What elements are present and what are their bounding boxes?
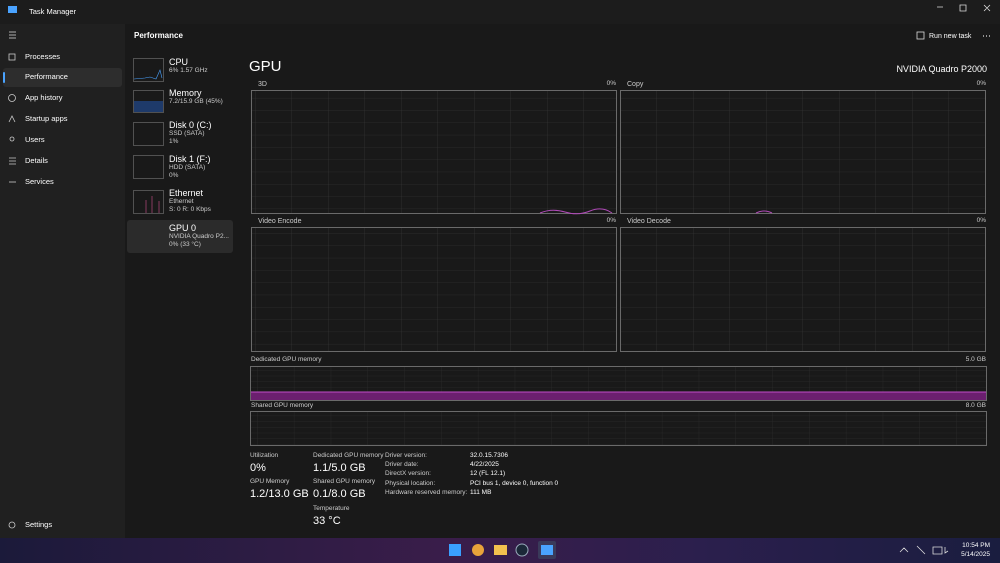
property-label: DirectX version: (385, 470, 431, 478)
memory-graph-label: Shared GPU memory (251, 401, 314, 409)
engine-value: 0% (976, 79, 986, 87)
property-label: Hardware reserved memory: (385, 488, 468, 496)
stat-value: 33 °C (313, 514, 341, 527)
property-value: PCI bus 1, device 0, function 0 (470, 479, 559, 487)
taskbar (0, 538, 1000, 563)
device-selected[interactable] (127, 220, 233, 253)
property-label: Driver version: (385, 451, 427, 459)
clock-time: 10:54 PM (962, 541, 990, 549)
memory-graph-label: Dedicated GPU memory (251, 355, 322, 363)
window-title: Task Manager (29, 7, 77, 17)
sidebar (0, 24, 125, 538)
device-detail: NVIDIA Quadro P2... (169, 232, 229, 240)
device-name[interactable]: Disk 1 (F:) (169, 153, 211, 164)
memory-graph-max: 5.0 GB (965, 355, 986, 363)
property-value: 4/22/2025 (470, 461, 499, 469)
content-pane (125, 24, 1000, 538)
memory-graph-max: 8.0 GB (965, 401, 986, 409)
device-detail: S: 0 R: 0 Kbps (169, 205, 211, 213)
stat-label: Utilization (250, 451, 279, 459)
device-detail: SSD (SATA) (169, 129, 205, 137)
stat-value: 1.1/5.0 GB (313, 461, 366, 474)
nav-item[interactable]: Processes (25, 52, 61, 62)
clock-date: 5/14/2025 (961, 550, 990, 558)
stat-label: GPU Memory (250, 477, 290, 485)
device-detail: Ethernet (169, 197, 194, 205)
property-label: Driver date: (385, 461, 419, 469)
nav-item[interactable]: Performance (25, 72, 68, 82)
run-new-task[interactable]: Run new task (929, 32, 972, 40)
device-detail: 0% (169, 171, 179, 179)
nav-accent (3, 72, 5, 83)
property-value: 32.0.15.7306 (470, 451, 508, 459)
engine-label[interactable]: 3D (258, 80, 267, 88)
engine-label[interactable]: Video Encode (258, 217, 302, 225)
device-name[interactable]: Memory (169, 87, 202, 98)
stat-label: Shared GPU memory (313, 477, 376, 485)
nav-item[interactable]: App history (25, 93, 63, 103)
stat-value: 0.1/8.0 GB (313, 487, 366, 500)
engine-value: 0% (976, 216, 986, 224)
stat-label: Dedicated GPU memory (313, 451, 384, 459)
device-detail: 7.2/15.9 GB (45%) (169, 97, 223, 105)
device-name[interactable]: GPU 0 (169, 222, 197, 233)
property-label: Physical location: (385, 479, 436, 487)
nav-item[interactable]: Services (25, 177, 54, 187)
engine-label[interactable]: Copy (627, 80, 644, 88)
nav-item[interactable]: Users (25, 135, 45, 145)
gpu-title: GPU (249, 57, 282, 75)
stat-label: Temperature (313, 504, 350, 512)
page-title: Performance (134, 31, 183, 40)
stat-value: 1.2/13.0 GB (250, 487, 309, 500)
device-detail: 6% 1.57 GHz (169, 66, 208, 74)
nav-settings[interactable]: Settings (25, 520, 53, 530)
nav-selected[interactable] (3, 68, 122, 87)
engine-label[interactable]: Video Decode (627, 217, 671, 225)
engine-value: 0% (606, 79, 616, 87)
device-name[interactable]: Ethernet (169, 187, 204, 198)
app-icon (8, 6, 17, 13)
device-name[interactable]: CPU (169, 56, 189, 67)
engine-value: 0% (606, 216, 616, 224)
device-name[interactable]: Disk 0 (C:) (169, 119, 212, 130)
nav-item[interactable]: Startup apps (25, 114, 68, 124)
property-value: 12 (FL 12.1) (470, 470, 506, 478)
nav-item[interactable]: Details (25, 156, 48, 166)
device-detail: HDD (SATA) (169, 163, 206, 171)
stat-value: 0% (250, 461, 266, 474)
window-controls[interactable] (937, 4, 991, 12)
device-detail: 0% (33 °C) (169, 240, 201, 248)
device-detail: 1% (169, 137, 179, 145)
gpu-model: NVIDIA Quadro P2000 (896, 63, 987, 74)
property-value: 111 MB (470, 488, 492, 496)
